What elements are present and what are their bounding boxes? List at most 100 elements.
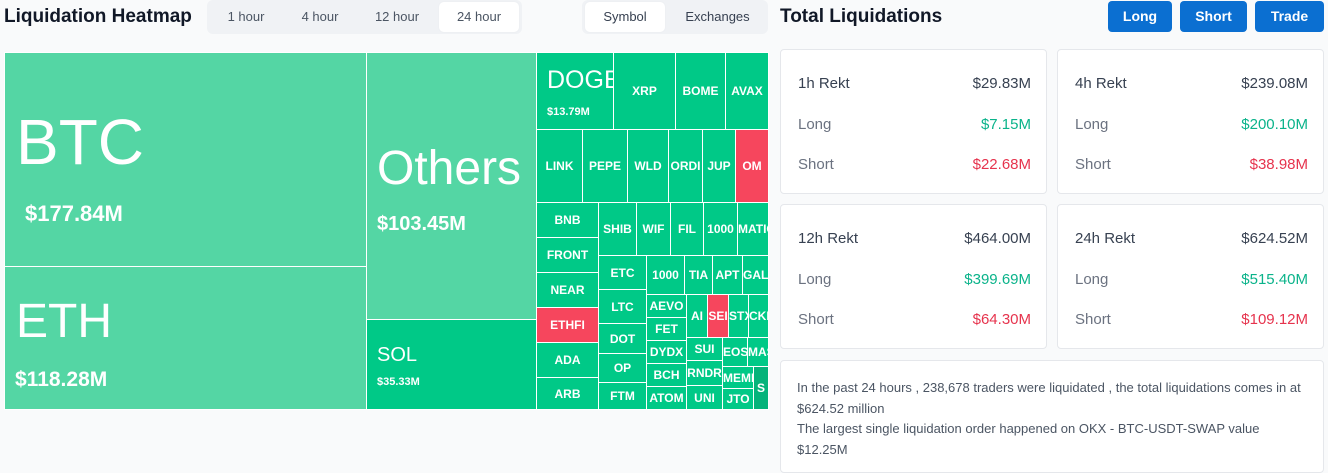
tile-dydx[interactable]: DYDX (646, 340, 687, 364)
tile-bome[interactable]: BOME (675, 52, 726, 130)
tile-symbol: ETHFI (550, 318, 585, 332)
tile-symbol: ARB (554, 386, 581, 401)
tile-symbol: Others (377, 142, 522, 195)
tile-xrp[interactable]: XRP (613, 52, 676, 130)
tab-exchanges[interactable]: Exchanges (685, 9, 750, 24)
tab-symbol[interactable]: Symbol (585, 2, 665, 32)
tile-pepe[interactable]: PEPE (582, 129, 628, 203)
tile-jto[interactable]: JTO (722, 388, 754, 410)
tile-apt[interactable]: APT (712, 255, 743, 295)
long-value: $399.69M (964, 271, 1031, 288)
trade-button[interactable]: Trade (1255, 1, 1324, 32)
tile-uni[interactable]: UNI (686, 385, 723, 410)
tile-stx[interactable]: STX (728, 294, 749, 338)
tile-fil[interactable]: FIL (670, 202, 704, 256)
tile-symbol: TIA (688, 268, 709, 282)
tile-sei[interactable]: SEI (707, 294, 729, 338)
tile-value: $35.33M (377, 376, 420, 388)
tile-ordi[interactable]: ORDI (668, 129, 703, 203)
tile-dot[interactable]: DOT (598, 323, 647, 354)
tab-4-hour[interactable]: 4 hour (301, 9, 339, 24)
tile-op[interactable]: OP (598, 353, 647, 383)
summary-line-traders: In the past 24 hours , 238,678 traders w… (797, 380, 1301, 416)
tile-etc[interactable]: ETC (598, 255, 647, 290)
tile-symbol: 1000 (707, 222, 734, 236)
short-value: $109.12M (1241, 311, 1308, 328)
short-button[interactable]: Short (1180, 1, 1247, 32)
long-button[interactable]: Long (1108, 1, 1172, 32)
tile-btc[interactable]: BTC $177.84M (4, 52, 367, 267)
tile-symbol: DYDX (649, 345, 684, 359)
tile-doge[interactable]: DOGE $13.79M (536, 52, 614, 130)
tile-symbol: MATIC (738, 222, 768, 236)
card-total: $464.00M (964, 230, 1031, 247)
tile-jup[interactable]: JUP (702, 129, 736, 203)
tile-ethfi[interactable]: ETHFI (536, 307, 599, 343)
tile-ckb[interactable]: CKB (748, 294, 769, 338)
short-label: Short (798, 156, 834, 173)
tile-symbol: EOS (723, 345, 748, 359)
tile-rndr[interactable]: RNDR (686, 360, 723, 386)
tile-mask[interactable]: MASK (747, 337, 769, 367)
tab-1-hour[interactable]: 1 hour (227, 9, 265, 24)
mode-tabs: Symbol Exchanges (582, 0, 768, 34)
tile-sui[interactable]: SUI (686, 337, 723, 361)
tile-bnb[interactable]: BNB (536, 202, 599, 238)
tile-symbol: NEAR (550, 283, 585, 297)
short-label: Short (1075, 156, 1111, 173)
tile-ai[interactable]: AI (686, 294, 708, 338)
tile-ltc[interactable]: LTC (598, 289, 647, 324)
tile-ada[interactable]: ADA (536, 342, 599, 378)
tile-ftm[interactable]: FTM (598, 382, 647, 410)
tile-front[interactable]: FRONT (536, 237, 599, 273)
card-label: 24h Rekt (1075, 230, 1136, 247)
tab-24-hour[interactable]: 24 hour (439, 2, 519, 32)
tile-meme[interactable]: MEME (722, 366, 754, 389)
tile-shib[interactable]: SHIB (598, 202, 637, 256)
tile-near[interactable]: NEAR (536, 272, 599, 308)
tile-symbol: FTM (610, 389, 635, 403)
tile-symbol: FRONT (546, 248, 589, 262)
tile-1000b[interactable]: 1000 (646, 255, 685, 295)
tile-avax[interactable]: AVAX (725, 52, 769, 130)
tile-symbol: AEVO (649, 299, 684, 313)
tile-om[interactable]: OM (735, 129, 769, 203)
stat-card-12h: 12h Rekt $464.00M Long $399.69M Short $64.3… (780, 204, 1047, 349)
tile-aevo[interactable]: AEVO (646, 294, 687, 318)
tile-symbol: AI (691, 309, 703, 323)
card-total: $239.08M (1241, 75, 1308, 92)
tile-tia[interactable]: TIA (684, 255, 713, 295)
heatmap-title: Liquidation Heatmap (4, 6, 192, 27)
tile-symbol: ETH (16, 295, 112, 348)
long-value: $200.10M (1241, 116, 1308, 133)
short-label: Short (1075, 311, 1111, 328)
summary-line-largest-order: The largest single liquidation order hap… (797, 421, 1260, 457)
tile-others[interactable]: Others $103.45M (366, 52, 537, 320)
tile-fet[interactable]: FET (646, 317, 687, 341)
tile-eos[interactable]: EOS (722, 337, 748, 367)
tile-symbol: XRP (632, 84, 657, 98)
tile-eth[interactable]: ETH $118.28M (4, 266, 367, 410)
tile-matic[interactable]: MATIC (737, 202, 769, 256)
tile-s[interactable]: S (753, 366, 769, 410)
tile-sol[interactable]: SOL $35.33M (366, 319, 537, 410)
tab-12-hour[interactable]: 12 hour (374, 9, 420, 24)
tile-symbol: JUP (707, 159, 731, 173)
tile-symbol: PEPE (588, 159, 621, 173)
stat-card-1h: 1h Rekt $29.83M Long $7.15M Short $22.68M (780, 49, 1047, 194)
tile-value: $118.28M (15, 368, 108, 391)
tile-symbol: ORDI (670, 159, 701, 173)
tile-link[interactable]: LINK (536, 129, 583, 203)
time-range-tabs: 1 hour 4 hour 12 hour 24 hour (207, 0, 522, 34)
tile-wif[interactable]: WIF (636, 202, 671, 256)
tile-bch[interactable]: BCH (646, 363, 687, 387)
tile-arb[interactable]: ARB (536, 377, 599, 410)
tile-atom[interactable]: ATOM (646, 386, 687, 410)
tile-symbol: MEME (723, 370, 753, 385)
tile-symbol: BTC (16, 106, 144, 178)
tile-symbol: BCH (653, 368, 680, 382)
tile-wld[interactable]: WLD (627, 129, 669, 203)
tile-1000x[interactable]: 1000 (703, 202, 738, 256)
